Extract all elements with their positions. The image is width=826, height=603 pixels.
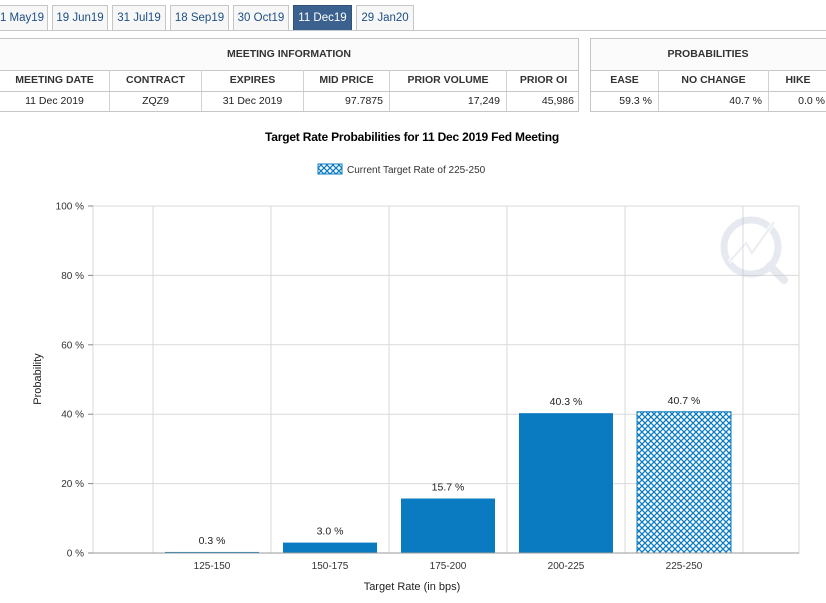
meeting-information-table: MEETING INFORMATION MEETING DATE CONTRAC… [0, 38, 579, 112]
tab-1-may-19[interactable]: 1 May19 [0, 5, 48, 30]
legend-swatch [317, 163, 343, 175]
y-tick-label: 20 % [61, 479, 84, 490]
bar-125-150 [165, 551, 259, 553]
x-tick-label: 125-150 [194, 561, 231, 572]
data-label: 15.7 % [432, 482, 465, 494]
data-label: 40.7 % [668, 395, 701, 407]
data-label: 40.3 % [550, 396, 583, 408]
col-meeting-date: MEETING DATE [15, 74, 94, 86]
chart-bars: 0.3 % 3.0 % 15.7 % 40.3 % 40.7 % [165, 395, 732, 554]
col-mid-price: MID PRICE [303, 70, 389, 91]
x-tick-label: 150-175 [312, 561, 349, 572]
expires-value: 31 Dec 2019 [201, 92, 303, 111]
x-tick-label: 200-225 [548, 561, 585, 572]
meeting-information-header: MEETING INFORMATION [0, 39, 578, 71]
bar-150-175 [283, 542, 377, 553]
meeting-information-row: 11 Dec 2019 ZQZ9 31 Dec 2019 97.7875 17,… [0, 92, 578, 112]
y-tick-label: 80 % [61, 271, 84, 282]
y-tick-label: 0 % [67, 549, 84, 560]
probabilities-header: PROBABILITIES [591, 39, 826, 71]
contract-value: ZQZ9 [109, 92, 201, 111]
x-tick-label: 175-200 [430, 561, 467, 572]
prior-oi-value: 45,986 [506, 92, 580, 111]
chart-title: Target Rate Probabilities for 11 Dec 201… [265, 130, 559, 144]
data-label: 3.0 % [317, 526, 344, 538]
no-change-value: 40.7 % [658, 92, 768, 111]
col-prior-volume: PRIOR VOLUME [389, 70, 506, 91]
prior-volume-value: 17,249 [389, 92, 506, 111]
x-tick-label: 225-250 [666, 561, 703, 572]
data-label: 0.3 % [199, 535, 226, 547]
bar-175-200 [401, 498, 495, 553]
col-expires: EXPIRES [201, 70, 303, 91]
watermark-logo [720, 216, 788, 284]
probabilities-row: 59.3 % 40.7 % 0.0 % [591, 92, 826, 112]
ease-value: 59.3 % [619, 95, 652, 107]
legend-label: Current Target Rate of 225-250 [347, 165, 486, 176]
probabilities-column-headers: EASE NO CHANGE HIKE [591, 70, 826, 92]
meeting-information-column-headers: MEETING DATE CONTRACT EXPIRES MID PRICE … [0, 70, 578, 92]
hike-value: 0.0 % [768, 92, 826, 111]
tab-29-jan-20[interactable]: 29 Jan20 [356, 5, 414, 30]
col-hike: HIKE [768, 70, 826, 91]
x-axis-title: Target Rate (in bps) [364, 581, 461, 593]
tab-31-jul-19[interactable]: 31 Jul19 [112, 5, 166, 30]
tab-11-dec-19[interactable]: 11 Dec19 [293, 5, 352, 30]
y-tick-label: 60 % [61, 340, 84, 351]
bar-225-250 [636, 411, 732, 554]
probabilities-table: PROBABILITIES EASE NO CHANGE HIKE 59.3 %… [590, 38, 826, 112]
chart-legend: Current Target Rate of 225-250 [317, 163, 486, 176]
mid-price-value: 97.7875 [303, 92, 389, 111]
y-axis-ticks: 0 % 20 % 40 % 60 % 80 % 100 % [56, 202, 93, 560]
tab-18-sep-19[interactable]: 18 Sep19 [170, 5, 229, 30]
meeting-date-value: 11 Dec 2019 [25, 95, 84, 107]
col-contract: CONTRACT [109, 70, 201, 91]
col-prior-oi: PRIOR OI [506, 70, 580, 91]
target-rate-chart: Target Rate Probabilities for 11 Dec 201… [32, 130, 800, 593]
col-no-change: NO CHANGE [658, 70, 768, 91]
meeting-tabs: 1 May19 19 Jun19 31 Jul19 18 Sep19 30 Oc… [0, 0, 826, 32]
tab-19-jun-19[interactable]: 19 Jun19 [52, 5, 108, 30]
y-axis-title: Probability [32, 353, 44, 405]
x-axis-ticks: 125-150 150-175 175-200 200-225 225-250 [93, 552, 799, 572]
y-tick-label: 100 % [56, 202, 84, 213]
tab-30-oct-19[interactable]: 30 Oct19 [233, 5, 289, 30]
col-ease: EASE [610, 74, 639, 86]
y-tick-label: 40 % [61, 410, 84, 421]
bar-200-225 [519, 413, 613, 553]
